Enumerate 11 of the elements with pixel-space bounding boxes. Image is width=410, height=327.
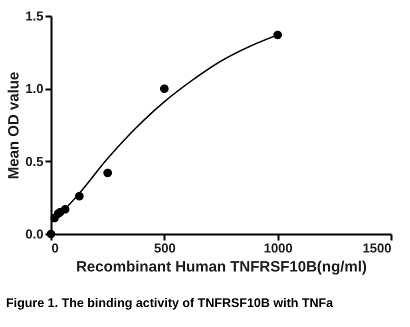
y-axis-title: Mean OD value	[5, 72, 22, 180]
y-tick-label: 1.5	[25, 8, 44, 24]
y-tick-label: 0.0	[25, 226, 44, 242]
x-tick-label: 1500	[362, 240, 392, 256]
x-axis-title: Recombinant Human TNFRSF10B(ng/ml)	[76, 258, 367, 276]
x-tick-label: 1000	[264, 240, 293, 256]
caption: Figure 1. The binding activity of TNFRSF10B with TNFa	[6, 296, 334, 310]
y-tick-label: 1.0	[25, 81, 44, 96]
x-tick-label: 0	[52, 240, 59, 256]
y-tick-label: 0.5	[25, 154, 44, 169]
x-tick-label: 500	[154, 240, 176, 256]
